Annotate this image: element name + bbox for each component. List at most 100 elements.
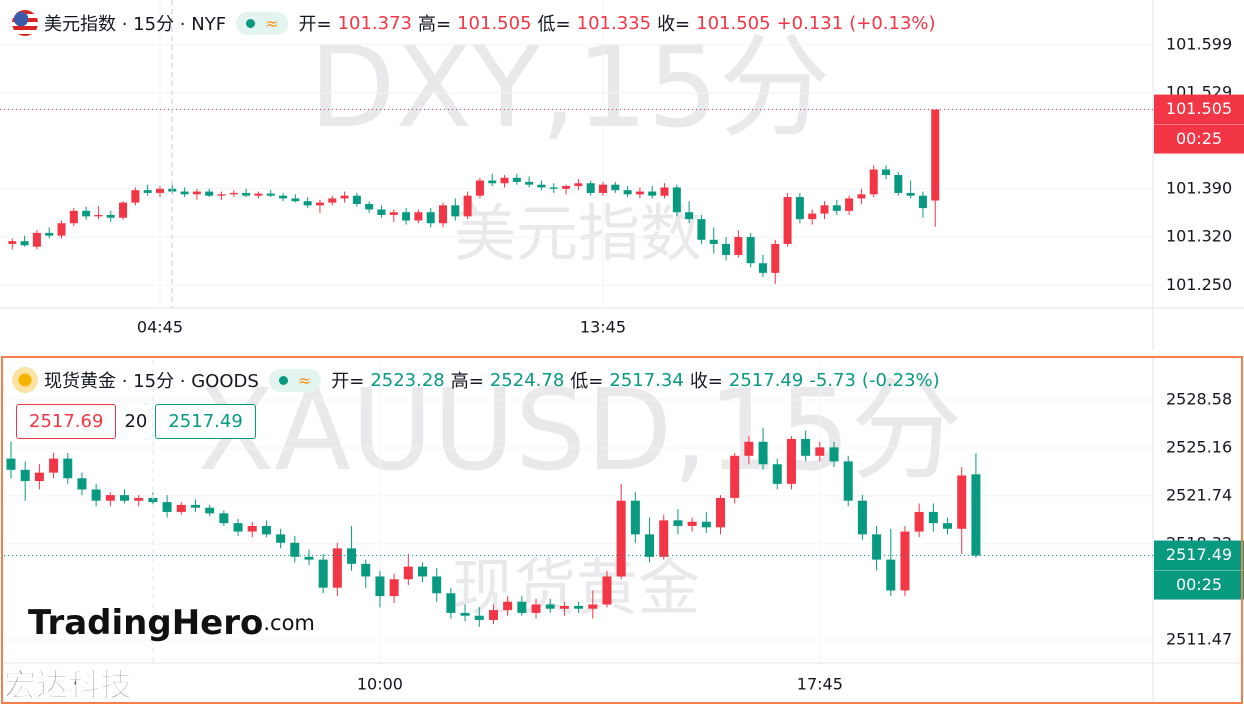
candle-body [815, 447, 825, 456]
title: 美元指数 · 15分 · NYF [44, 14, 227, 35]
candle-body [801, 438, 811, 456]
candle-body [94, 214, 103, 217]
candle-body [6, 458, 16, 470]
candle-body [205, 191, 214, 196]
candle-body [328, 198, 337, 203]
y-tick-label: 101.320 [1166, 227, 1232, 246]
candle-body [701, 521, 711, 528]
candle-body [266, 193, 275, 196]
candle-body [205, 507, 215, 514]
candle-body [34, 472, 44, 482]
candle-body [687, 521, 697, 526]
candle-body [598, 184, 607, 193]
x-tick-label: 17:45 [797, 675, 843, 694]
candle-body [772, 464, 782, 484]
candle-body [474, 615, 484, 620]
candle-body [611, 184, 620, 191]
ohlc-value: 2524.78 [489, 369, 565, 391]
candle-body [914, 511, 924, 532]
candle-body [829, 447, 839, 462]
candle-body [365, 203, 374, 210]
candle-body [894, 175, 903, 193]
candle-body [500, 177, 509, 184]
watermark-name: 美元指数 [454, 197, 702, 270]
candle-body [928, 511, 938, 524]
candle-body [559, 605, 569, 609]
candle-body [586, 183, 595, 193]
y-tick-label: 2525.16 [1166, 437, 1232, 456]
candle-body [832, 205, 841, 211]
candle-body [332, 548, 342, 588]
candle-body [659, 520, 669, 557]
ohlc-value: 101.335 [576, 12, 652, 34]
candle-body [685, 212, 694, 220]
candle-body [414, 212, 423, 221]
candle-body [247, 525, 257, 532]
y-tick-label: 2521.74 [1166, 485, 1232, 504]
candle-body [20, 469, 30, 482]
candle-body [869, 169, 878, 195]
buy-quote[interactable]: 2517.49 [155, 404, 256, 439]
candle-body [943, 523, 953, 529]
candle-body [602, 576, 612, 605]
candle-body [857, 194, 866, 199]
watermark: XAUUSD,15分 [198, 366, 963, 496]
ohlc-label: 低= [570, 371, 604, 392]
candle-body [537, 184, 546, 188]
candle-body [229, 192, 238, 195]
ohlc-label: 高= [418, 14, 452, 35]
candle-body [233, 523, 243, 532]
last-price-box [1154, 540, 1244, 600]
candle-body [645, 534, 655, 557]
candle-body [57, 223, 66, 236]
header: 美元指数 · 15分 · NYF ≈ 开= 101.373 高= 101.505 低… [12, 10, 936, 36]
candle-body [588, 604, 598, 609]
candle-body [162, 502, 172, 512]
candle-body [488, 180, 497, 184]
candle-body [304, 556, 314, 560]
change-pct: (+0.13%) [849, 12, 936, 34]
candle-body [771, 243, 780, 273]
candle-body [32, 232, 41, 247]
candle-body [352, 195, 361, 204]
candle-body [279, 195, 288, 199]
ohlc-value: 2517.34 [609, 369, 684, 391]
candle-body [697, 219, 706, 240]
candle-body [432, 576, 442, 594]
candle-body [340, 195, 349, 199]
candle-body [377, 209, 386, 215]
candle-body [192, 191, 201, 195]
status-pill[interactable]: ≈ [268, 368, 322, 392]
watermark: DXY,15分 [309, 23, 831, 153]
candle-body [549, 187, 558, 189]
status-pill[interactable]: ≈ [236, 11, 289, 35]
candle-body [673, 520, 683, 526]
candle-body [730, 455, 740, 498]
sell-quote[interactable]: 2517.69 [16, 404, 117, 439]
quote-row: 2517.69 20 2517.49 [16, 404, 256, 439]
ohlc-value: 101.373 [337, 12, 412, 34]
candle-body [616, 500, 626, 577]
countdown: 00:25 [1176, 575, 1222, 594]
candle-body [8, 241, 17, 244]
candle-body [716, 497, 725, 528]
candle-body [795, 197, 804, 220]
flag-icon [12, 10, 38, 36]
candle-body [45, 232, 54, 236]
candle-body [180, 191, 189, 195]
candle-body [49, 458, 59, 473]
candle-body [460, 612, 470, 616]
candle-body [69, 210, 78, 224]
candle-body [531, 604, 541, 613]
corner-text: 宏达科技 [4, 666, 132, 704]
candle-body [106, 214, 115, 218]
candle-body [574, 605, 584, 609]
candle-body [512, 177, 521, 182]
ohlc-value: 2523.28 [370, 369, 445, 391]
brand: TradingHero.com [28, 603, 315, 643]
candle-body [91, 489, 101, 501]
change: +0.131 [776, 12, 844, 34]
y-tick-label: 2511.47 [1166, 629, 1232, 648]
